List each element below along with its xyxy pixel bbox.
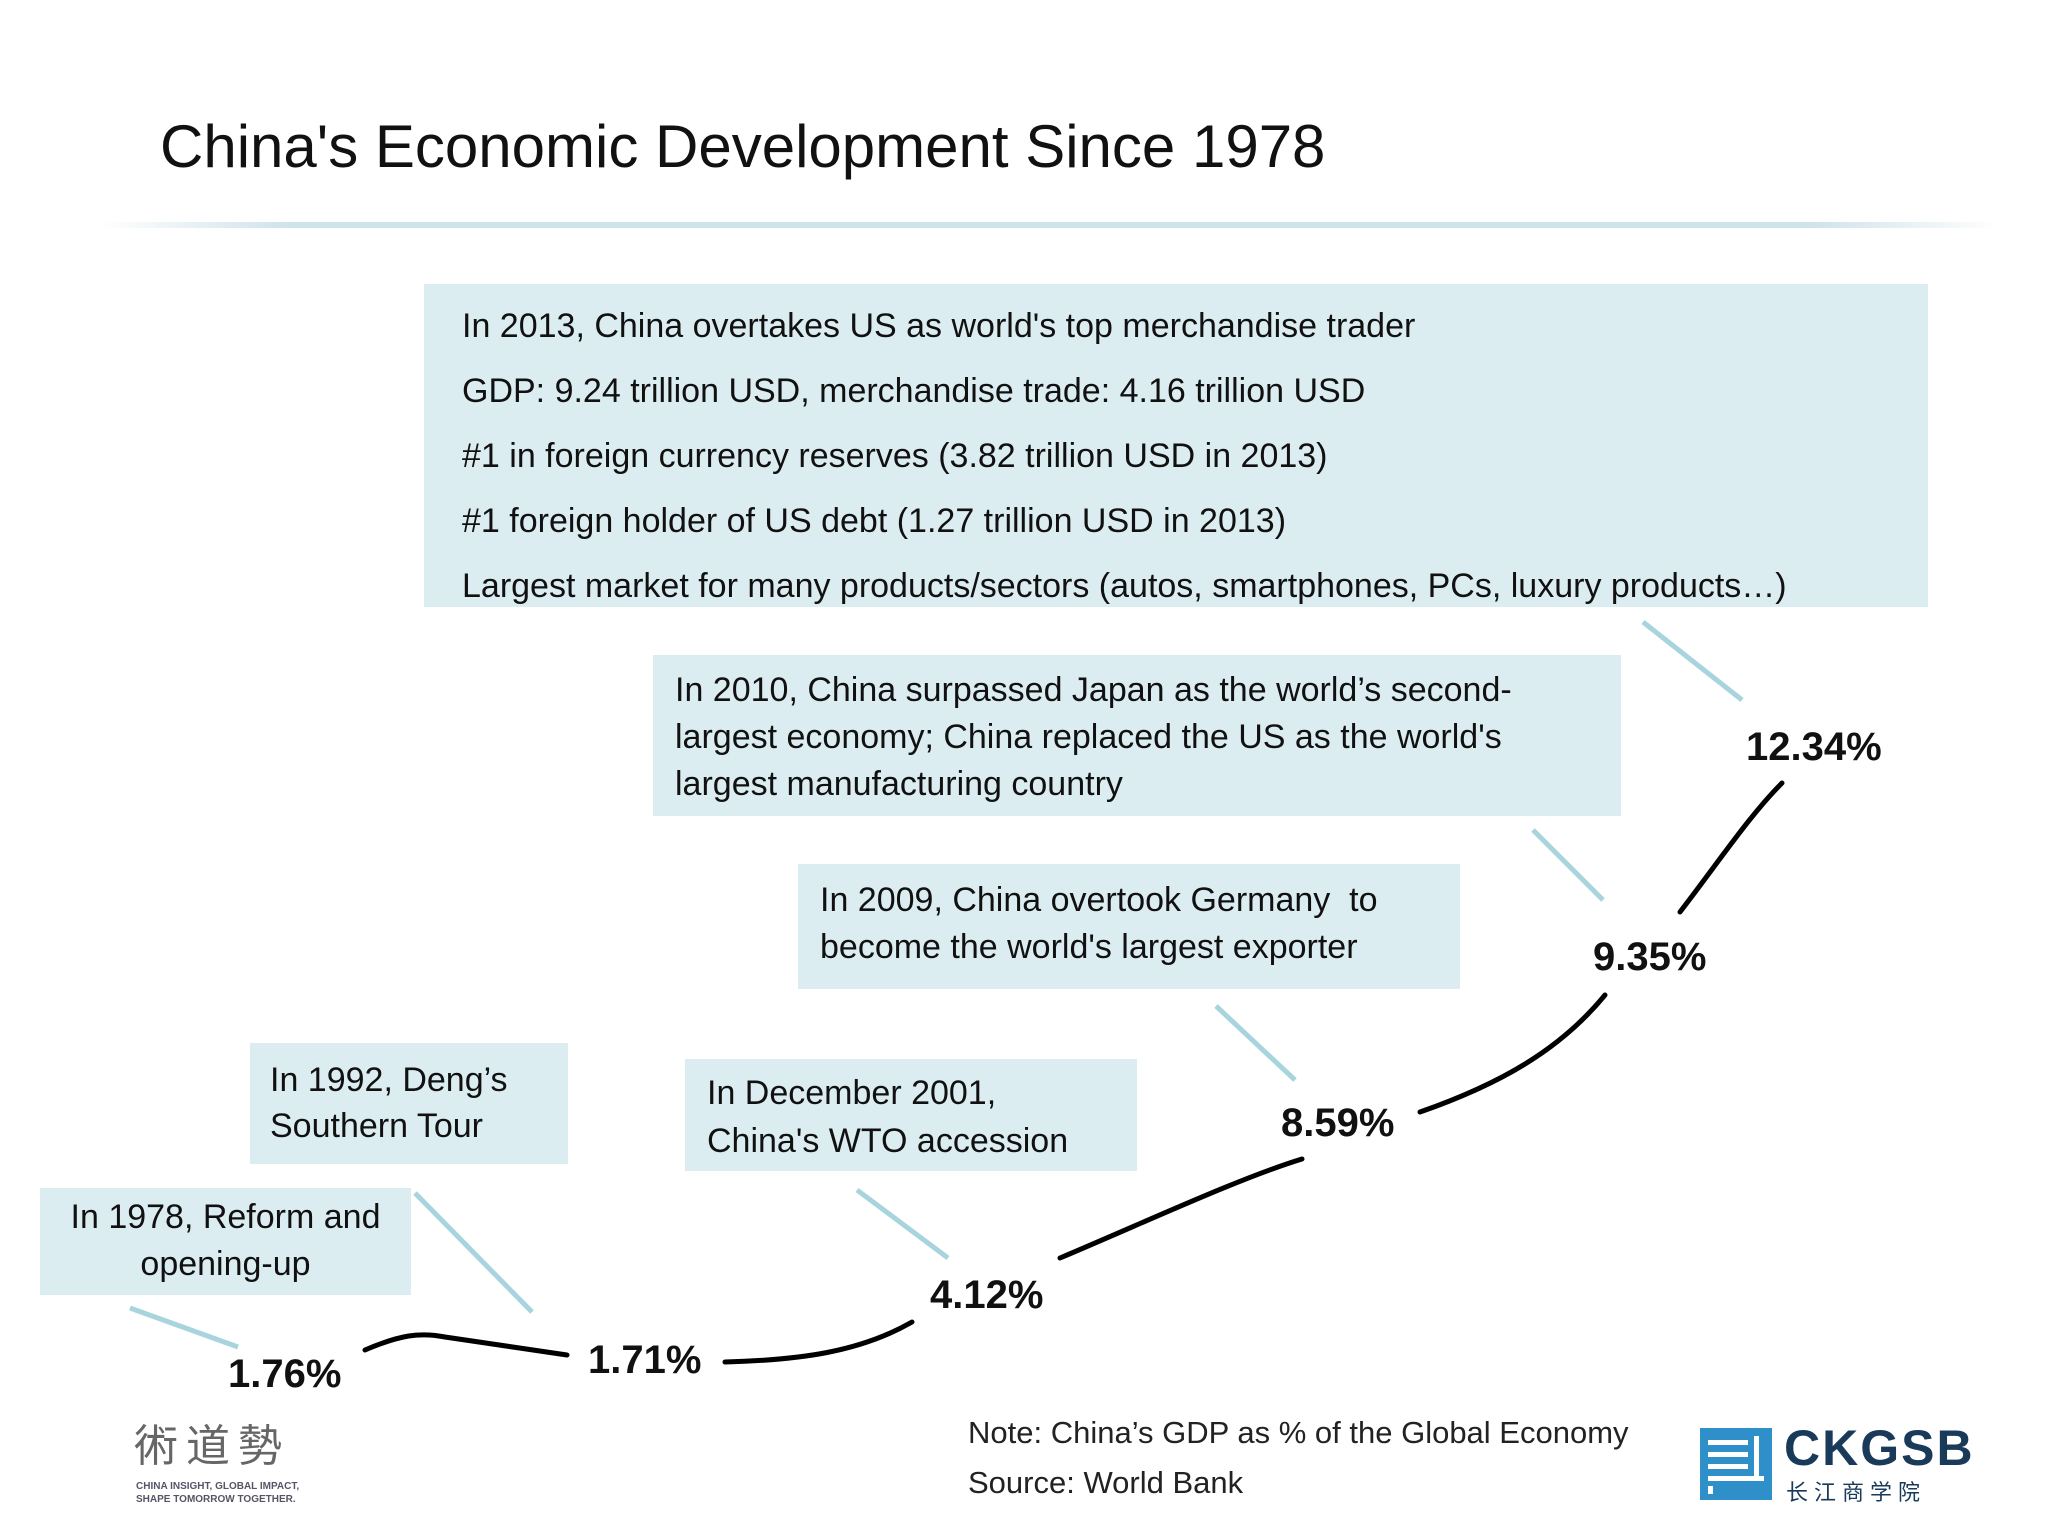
callout-2001-line-1: In December 2001, (707, 1074, 997, 1112)
line-segment-2010-2013 (1677, 780, 1785, 915)
data-label-1978: 1.76% (228, 1352, 342, 1396)
callout-2013: In 2013, China overtakes US as world's t… (424, 284, 1928, 607)
page-title: China's Economic Development Since 1978 (160, 113, 1326, 180)
callout-1992-line-1: In 1992, Deng’s (270, 1061, 508, 1099)
callout-2010-line-1: In 2010, China surpassed Japan as the wo… (675, 671, 1512, 709)
callout-2001-line-2: China's WTO accession (707, 1122, 1069, 1160)
chart-note: Note: China’s GDP as % of the Global Eco… (968, 1408, 1629, 1508)
callout-2010-line-2: largest economy; China replaced the US a… (675, 718, 1502, 756)
source-text: Source: World Bank (968, 1465, 1244, 1500)
callout-2009: In 2009, China overtook Germany to becom… (798, 864, 1460, 989)
leader-line-1978 (129, 1305, 239, 1350)
callout-2013-line-1: In 2013, China overtakes US as world's t… (462, 307, 1416, 345)
callout-1978-line-1: In 1978, Reform and (70, 1198, 381, 1236)
callout-1978-line-2: opening-up (140, 1245, 311, 1283)
title-divider (100, 222, 2000, 228)
data-label-2001: 4.12% (930, 1273, 1044, 1317)
ckgsb-brand-text: CKGSB (1784, 1420, 1975, 1476)
insight-logo-tagline-2: SHAPE TOMORROW TOGETHER. (136, 1494, 296, 1505)
callout-2009-line-1: In 2009, China overtook Germany to (820, 881, 1378, 919)
callout-1992: In 1992, Deng’s Southern Tour (250, 1043, 568, 1164)
leader-line-2009 (1214, 1004, 1297, 1082)
ckgsb-logo: CKGSB 长江商学院 (1700, 1420, 1973, 1506)
callout-2010-line-3: largest manufacturing country (675, 765, 1123, 803)
leader-line-2010 (1531, 828, 1605, 902)
line-segment-2009-2010 (1417, 992, 1608, 1115)
callout-2013-line-5: Largest market for many products/sectors… (462, 567, 1787, 605)
callout-2009-line-2: become the world's largest exporter (820, 928, 1358, 966)
insight-logo-tagline: CHINA INSIGHT, GLOBAL IMPACT, SHAPE TOMO… (136, 1480, 299, 1506)
line-segment-2001-2009 (1057, 1156, 1305, 1261)
callout-1992-line-2: Southern Tour (270, 1107, 483, 1145)
data-label-2009: 8.59% (1281, 1101, 1395, 1145)
leader-line-2013 (1641, 620, 1744, 702)
ckgsb-chinese-name: 长江商学院 (1786, 1481, 1927, 1506)
callout-2010: In 2010, China surpassed Japan as the wo… (653, 655, 1621, 816)
callout-1978: In 1978, Reform and opening-up (40, 1188, 411, 1295)
note-text: Note: China’s GDP as % of the Global Eco… (968, 1415, 1629, 1450)
data-label-2013: 12.34% (1746, 725, 1882, 769)
ckgsb-emblem-icon (1700, 1428, 1772, 1500)
callout-2001: In December 2001, China's WTO accession (685, 1059, 1137, 1171)
line-segment-1992-2001 (722, 1319, 915, 1365)
data-label-1992: 1.71% (588, 1338, 702, 1382)
leader-line-2001 (855, 1187, 950, 1261)
callout-2013-line-2: GDP: 9.24 trillion USD, merchandise trad… (462, 372, 1366, 410)
data-label-2010: 9.35% (1593, 935, 1707, 979)
line-segment-1978-1992 (362, 1332, 570, 1358)
insight-logo-tagline-1: CHINA INSIGHT, GLOBAL IMPACT, (136, 1481, 300, 1492)
insight-logo: 術道勢 CHINA INSIGHT, GLOBAL IMPACT, SHAPE … (134, 1410, 334, 1510)
callout-2013-line-4: #1 foreign holder of US debt (1.27 trill… (462, 502, 1287, 540)
insight-logo-chars: 術道勢 (134, 1421, 290, 1472)
leader-line-1992 (413, 1191, 534, 1314)
callout-2013-line-3: #1 in foreign currency reserves (3.82 tr… (462, 437, 1328, 475)
